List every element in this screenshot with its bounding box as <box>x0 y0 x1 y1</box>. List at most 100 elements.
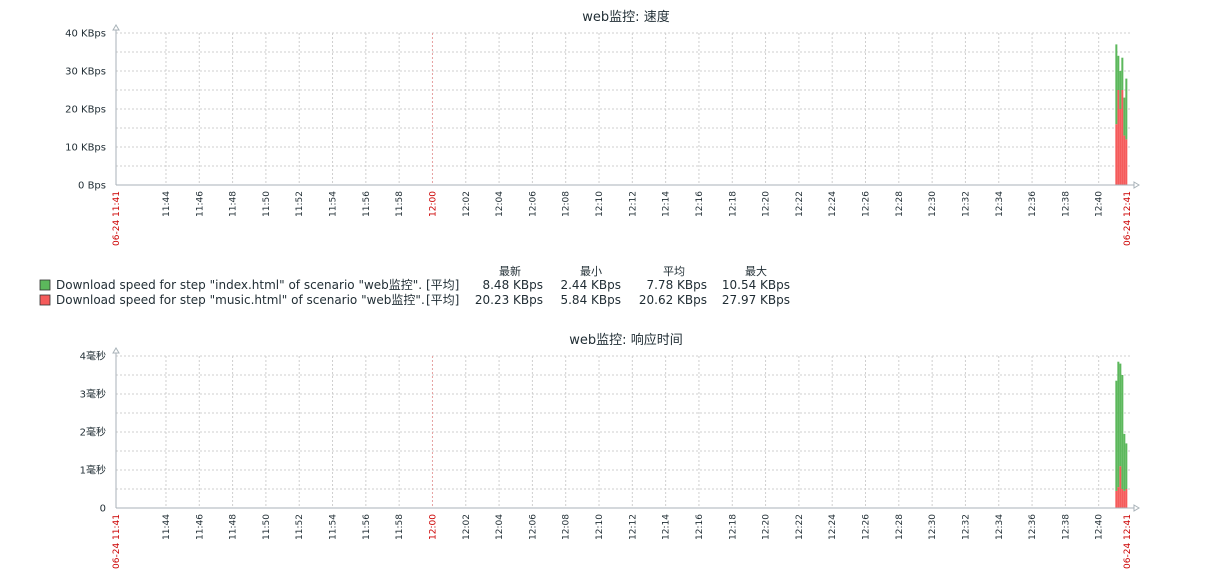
data-bar <box>1117 90 1120 185</box>
x-tick-label: 11:48 <box>229 191 239 217</box>
x-tick-label: 12:04 <box>495 191 505 217</box>
y-tick-label: 20 KBps <box>65 105 106 116</box>
y-tick-label: 0 <box>100 504 106 515</box>
legend-function: [平均] <box>426 293 459 307</box>
data-bar <box>1125 78 1128 140</box>
x-tick-label: 12:26 <box>862 191 872 217</box>
legend-series-name: Download speed for step "index.html" of … <box>56 278 422 292</box>
x-tick-label: 11:52 <box>295 191 305 217</box>
legend-stat: 5.84 KBps <box>560 293 621 307</box>
x-tick-label: 12:32 <box>961 191 971 217</box>
data-bar <box>1121 375 1124 489</box>
legend-stat: 10.54 KBps <box>722 278 790 292</box>
legend-header: 最大 <box>745 264 767 278</box>
x-tick-label: 11:46 <box>195 514 205 540</box>
x-tick-label: 11:58 <box>395 514 405 540</box>
x-tick-label: 11:46 <box>195 191 205 217</box>
x-tick-label: 12:20 <box>762 514 772 540</box>
x-tick-label: 06-24 11:41 <box>112 191 122 246</box>
data-bar <box>1125 139 1128 185</box>
data-bar <box>1119 363 1122 467</box>
legend-function: [平均] <box>426 278 459 292</box>
legend-stat: 20.23 KBps <box>475 293 543 307</box>
x-tick-label: 12:08 <box>562 191 572 217</box>
x-axis-arrow <box>1133 181 1140 189</box>
data-bar <box>1119 466 1122 508</box>
x-tick-label: 12:36 <box>1028 514 1038 540</box>
x-tick-label: 12:26 <box>862 514 872 540</box>
x-tick-label: 12:20 <box>762 191 772 217</box>
data-bar <box>1115 490 1118 508</box>
x-tick-label: 12:04 <box>495 514 505 540</box>
chart-title: web监控: 速度 <box>582 9 669 25</box>
y-tick-label: 4毫秒 <box>80 350 106 363</box>
data-bar <box>1125 489 1128 508</box>
x-tick-label: 12:02 <box>462 514 472 540</box>
legend-stat: 20.62 KBps <box>639 293 707 307</box>
chart-1: web监控: 速度 11:44 11:46 11:48 11:50 11:52 11:54 1… <box>65 9 1140 246</box>
x-tick-label: 12:24 <box>828 191 838 217</box>
data-bar <box>1119 71 1122 109</box>
x-tick-label: 12:22 <box>795 191 805 217</box>
data-bar <box>1125 443 1128 489</box>
x-tick-label: 12:14 <box>662 514 672 540</box>
x-tick-label: 12:28 <box>895 191 905 217</box>
y-axis-arrow <box>112 347 120 354</box>
x-tick-label: 12:10 <box>595 191 605 217</box>
x-tick-label: 11:58 <box>395 191 405 217</box>
x-tick-label: 12:12 <box>628 191 638 217</box>
x-tick-label: 11:56 <box>362 191 372 217</box>
x-tick-label: 12:02 <box>462 191 472 217</box>
x-tick-label: 12:18 <box>728 191 738 217</box>
x-tick-label: 12:22 <box>795 514 805 540</box>
data-bar <box>1123 490 1126 508</box>
x-tick-label: 12:06 <box>528 514 538 540</box>
data-bar <box>1123 97 1126 136</box>
legend-header: 最小 <box>580 265 602 278</box>
x-tick-label: 12:32 <box>961 514 971 540</box>
x-tick-label: 12:10 <box>595 514 605 540</box>
y-tick-label: 3毫秒 <box>80 388 106 401</box>
x-tick-label: 12:40 <box>1095 514 1105 540</box>
x-tick-label: 12:40 <box>1095 191 1105 217</box>
y-tick-label: 0 Bps <box>78 181 106 192</box>
y-tick-label: 1毫秒 <box>80 464 106 477</box>
x-tick-label: 11:52 <box>295 514 305 540</box>
x-tick-label: 12:16 <box>695 191 705 217</box>
x-tick-label: 06-24 12:41 <box>1123 514 1133 569</box>
y-tick-label: 10 KBps <box>65 143 106 154</box>
data-bar <box>1123 433 1126 491</box>
x-tick-label: 12:28 <box>895 514 905 540</box>
x-tick-label: 11:44 <box>162 191 172 217</box>
legend-stat: 8.48 KBps <box>482 278 543 292</box>
x-tick-label: 12:00 <box>428 191 438 217</box>
x-axis-arrow <box>1133 504 1140 512</box>
data-bar <box>1119 109 1122 185</box>
data-bar <box>1115 124 1118 185</box>
data-bar <box>1117 361 1120 488</box>
legend-swatch <box>39 279 51 291</box>
x-tick-label: 12:18 <box>728 514 738 540</box>
x-tick-label: 12:38 <box>1061 191 1071 217</box>
legend-stat: 7.78 KBps <box>646 278 707 292</box>
legend-stat: 27.97 KBps <box>722 293 790 307</box>
x-tick-label: 12:06 <box>528 191 538 217</box>
x-tick-label: 11:50 <box>262 514 272 540</box>
legend-series-name: Download speed for step "music.html" of … <box>56 293 425 307</box>
x-tick-label: 11:56 <box>362 514 372 540</box>
data-bar <box>1123 135 1126 185</box>
chart-title: web监控: 响应时间 <box>569 332 682 348</box>
x-tick-label: 11:54 <box>329 514 339 540</box>
x-tick-label: 06-24 11:41 <box>112 514 122 569</box>
data-bar <box>1115 44 1118 125</box>
x-tick-label: 12:16 <box>695 514 705 540</box>
x-tick-label: 11:50 <box>262 191 272 217</box>
x-tick-label: 12:38 <box>1061 514 1071 540</box>
legend-header: 最新 <box>499 264 521 278</box>
x-tick-label: 12:34 <box>995 514 1005 540</box>
x-tick-label: 11:48 <box>229 514 239 540</box>
data-bar <box>1121 90 1124 185</box>
x-tick-label: 12:00 <box>428 514 438 540</box>
data-bar <box>1115 380 1118 491</box>
x-tick-label: 11:54 <box>329 191 339 217</box>
